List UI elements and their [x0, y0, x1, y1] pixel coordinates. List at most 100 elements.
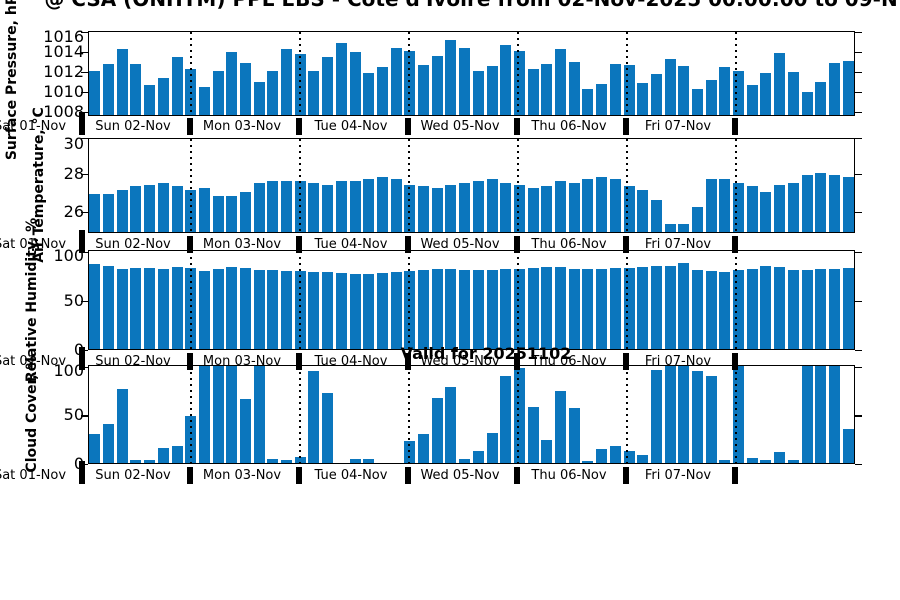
day-separator-tick [514, 353, 520, 370]
bar [349, 52, 361, 115]
ytick-label: 100 [53, 246, 84, 265]
tick-mark [855, 174, 862, 176]
bar [157, 268, 169, 349]
bar [555, 180, 567, 232]
day-boundary-line [190, 139, 192, 232]
tick-mark [81, 52, 88, 54]
bar [555, 391, 567, 463]
bar [623, 451, 635, 463]
bar [719, 67, 731, 115]
ytick-label: 100 [53, 361, 84, 380]
bar [363, 73, 375, 115]
day-label: Tue 04-Nov [314, 237, 388, 252]
bar [472, 451, 484, 463]
bar [267, 71, 279, 115]
ytick-label: 26 [63, 202, 84, 222]
bar [144, 85, 156, 115]
bar [445, 387, 457, 463]
day-label: Wed 05-Nov [420, 354, 500, 369]
tick-mark [855, 138, 862, 140]
bar [500, 182, 512, 232]
day-separator-tick [296, 353, 302, 370]
bar [623, 186, 635, 232]
bar [418, 186, 430, 232]
bar [363, 459, 375, 463]
ytick-label: 1016 [43, 27, 84, 46]
day-label: Tue 04-Nov [314, 354, 388, 369]
bar [376, 272, 388, 349]
bar [691, 269, 703, 349]
day-separator-tick [187, 118, 193, 135]
tick-mark [855, 350, 862, 352]
bar [705, 80, 717, 115]
bar [267, 459, 279, 463]
ytick-label: 0 [36, 342, 84, 358]
bar [157, 78, 169, 115]
day-label: Mon 03-Nov [202, 468, 282, 483]
bar [650, 369, 662, 463]
day-separator-tick [405, 118, 411, 135]
day-boundary-line [626, 32, 628, 115]
bar [116, 268, 128, 349]
day-separator-tick [405, 353, 411, 370]
day-boundary-line [408, 366, 410, 463]
day-boundary-line [517, 366, 519, 463]
bar [103, 424, 115, 463]
day-separator-tick [79, 230, 85, 253]
bar [623, 267, 635, 349]
bar [787, 182, 799, 232]
bar [760, 73, 772, 115]
bar [226, 266, 238, 349]
bar [705, 270, 717, 349]
bar [596, 176, 608, 232]
bar [513, 184, 525, 232]
bar [171, 57, 183, 115]
bar [828, 63, 840, 115]
bar [678, 262, 690, 349]
day-boundary-line [735, 366, 737, 463]
bar [171, 266, 183, 349]
day-boundary-line [299, 366, 301, 463]
bar [500, 45, 512, 115]
bar [691, 89, 703, 115]
bar [555, 266, 567, 349]
bar [568, 62, 580, 115]
bar [527, 188, 539, 232]
bar [171, 186, 183, 232]
bar [335, 272, 347, 349]
bar [691, 370, 703, 463]
bar [322, 271, 334, 349]
bar [198, 270, 210, 349]
humidity-plot-area [88, 250, 855, 350]
bar [842, 176, 854, 232]
bar [486, 432, 498, 463]
bar [486, 66, 498, 115]
bar [226, 195, 238, 232]
tick-mark [81, 212, 88, 214]
bar [486, 269, 498, 349]
bar [144, 460, 156, 463]
tick-mark [855, 464, 862, 466]
tick-mark [81, 415, 88, 417]
bar [116, 49, 128, 115]
bar [281, 49, 293, 115]
bar [445, 268, 457, 349]
ytick-label: 28 [63, 164, 84, 184]
ytick-label: 1010 [43, 82, 84, 101]
bar [760, 460, 772, 463]
bar [815, 268, 827, 349]
tick-mark [855, 92, 862, 94]
bar [349, 459, 361, 463]
bar [527, 406, 539, 463]
bar [267, 269, 279, 349]
day-label: Sun 02-Nov [95, 468, 171, 483]
tick-mark [855, 366, 862, 369]
day-separator-tick [296, 236, 302, 253]
bar [596, 84, 608, 115]
bar [459, 48, 471, 115]
ytick-label: 1012 [43, 62, 84, 81]
bar [719, 460, 731, 463]
bar [650, 74, 662, 115]
bar [308, 182, 320, 232]
